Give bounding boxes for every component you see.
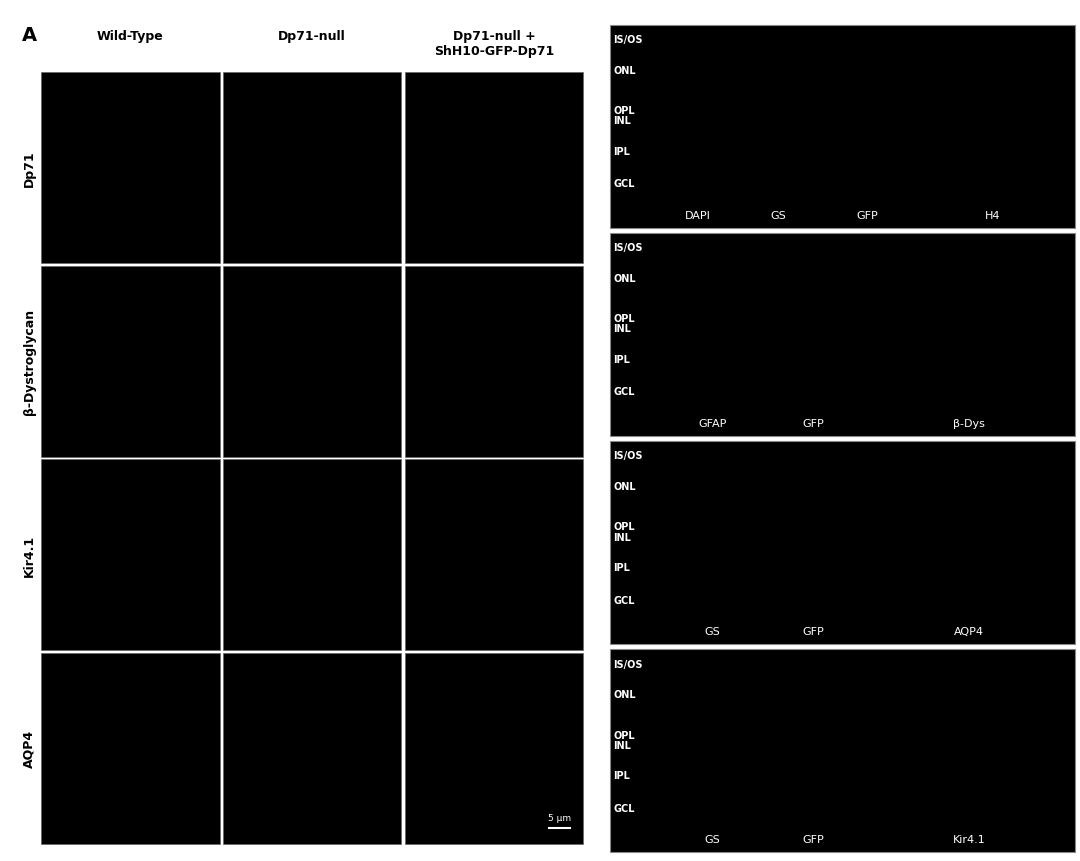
Text: IS/OS: IS/OS [613, 451, 643, 461]
Text: B: B [610, 26, 625, 45]
Text: INL: INL [613, 740, 632, 750]
Text: IS/OS: IS/OS [613, 35, 643, 45]
Text: ONL: ONL [613, 690, 636, 699]
Text: Dp71: Dp71 [23, 151, 36, 187]
Text: GFP: GFP [802, 418, 824, 429]
Bar [41, 73, 219, 263]
Bar [405, 653, 583, 844]
Bar [405, 73, 583, 263]
Text: GFP: GFP [802, 626, 824, 636]
Bar [41, 267, 219, 457]
Text: ONL: ONL [613, 274, 636, 283]
Text: Dp71-null +
ShH10-GFP-Dp71: Dp71-null + ShH10-GFP-Dp71 [434, 30, 554, 58]
Text: Kir4.1: Kir4.1 [953, 834, 986, 845]
Text: Kir4.1: Kir4.1 [23, 534, 36, 576]
Text: IS/OS: IS/OS [613, 659, 643, 669]
Text: IPL: IPL [613, 355, 631, 364]
Bar [222, 460, 402, 651]
Text: OPL: OPL [613, 522, 635, 532]
Text: β-Dystroglycan: β-Dystroglycan [23, 309, 36, 415]
Text: β-Dys: β-Dys [954, 418, 985, 429]
Text: IPL: IPL [613, 146, 631, 157]
Text: IPL: IPL [613, 562, 631, 573]
Text: IPL: IPL [613, 771, 631, 780]
Bar [610, 442, 1075, 644]
Text: GFP: GFP [856, 210, 878, 220]
Text: GCL: GCL [613, 387, 635, 397]
Text: INL: INL [613, 116, 632, 126]
Text: GFAP: GFAP [699, 418, 727, 429]
Bar [222, 267, 402, 457]
Text: IS/OS: IS/OS [613, 243, 643, 253]
Text: ONL: ONL [613, 65, 636, 76]
Text: 5 μm: 5 μm [548, 814, 571, 822]
Text: INL: INL [613, 532, 632, 542]
Text: Dp71-null: Dp71-null [279, 30, 346, 43]
Text: GFP: GFP [802, 834, 824, 845]
Bar [405, 267, 583, 457]
Text: ONL: ONL [613, 481, 636, 492]
Bar [405, 460, 583, 651]
Text: OPL: OPL [613, 730, 635, 740]
Bar [610, 649, 1075, 852]
Text: Wild-Type: Wild-Type [97, 30, 164, 43]
Text: A: A [22, 26, 37, 45]
Text: GS: GS [771, 210, 786, 220]
Bar [41, 653, 219, 844]
Text: AQP4: AQP4 [23, 729, 36, 767]
Bar [41, 460, 219, 651]
Text: GCL: GCL [613, 802, 635, 813]
Text: GCL: GCL [613, 595, 635, 604]
Bar [610, 26, 1075, 228]
Bar [222, 73, 402, 263]
Bar [222, 653, 402, 844]
Text: OPL: OPL [613, 314, 635, 324]
Text: AQP4: AQP4 [955, 626, 984, 636]
Text: H4: H4 [985, 210, 1001, 220]
Text: DAPI: DAPI [685, 210, 711, 220]
Text: GS: GS [705, 834, 720, 845]
Text: OPL: OPL [613, 106, 635, 116]
Bar [610, 234, 1075, 437]
Text: GS: GS [705, 626, 720, 636]
Text: GCL: GCL [613, 179, 635, 189]
Text: INL: INL [613, 324, 632, 334]
